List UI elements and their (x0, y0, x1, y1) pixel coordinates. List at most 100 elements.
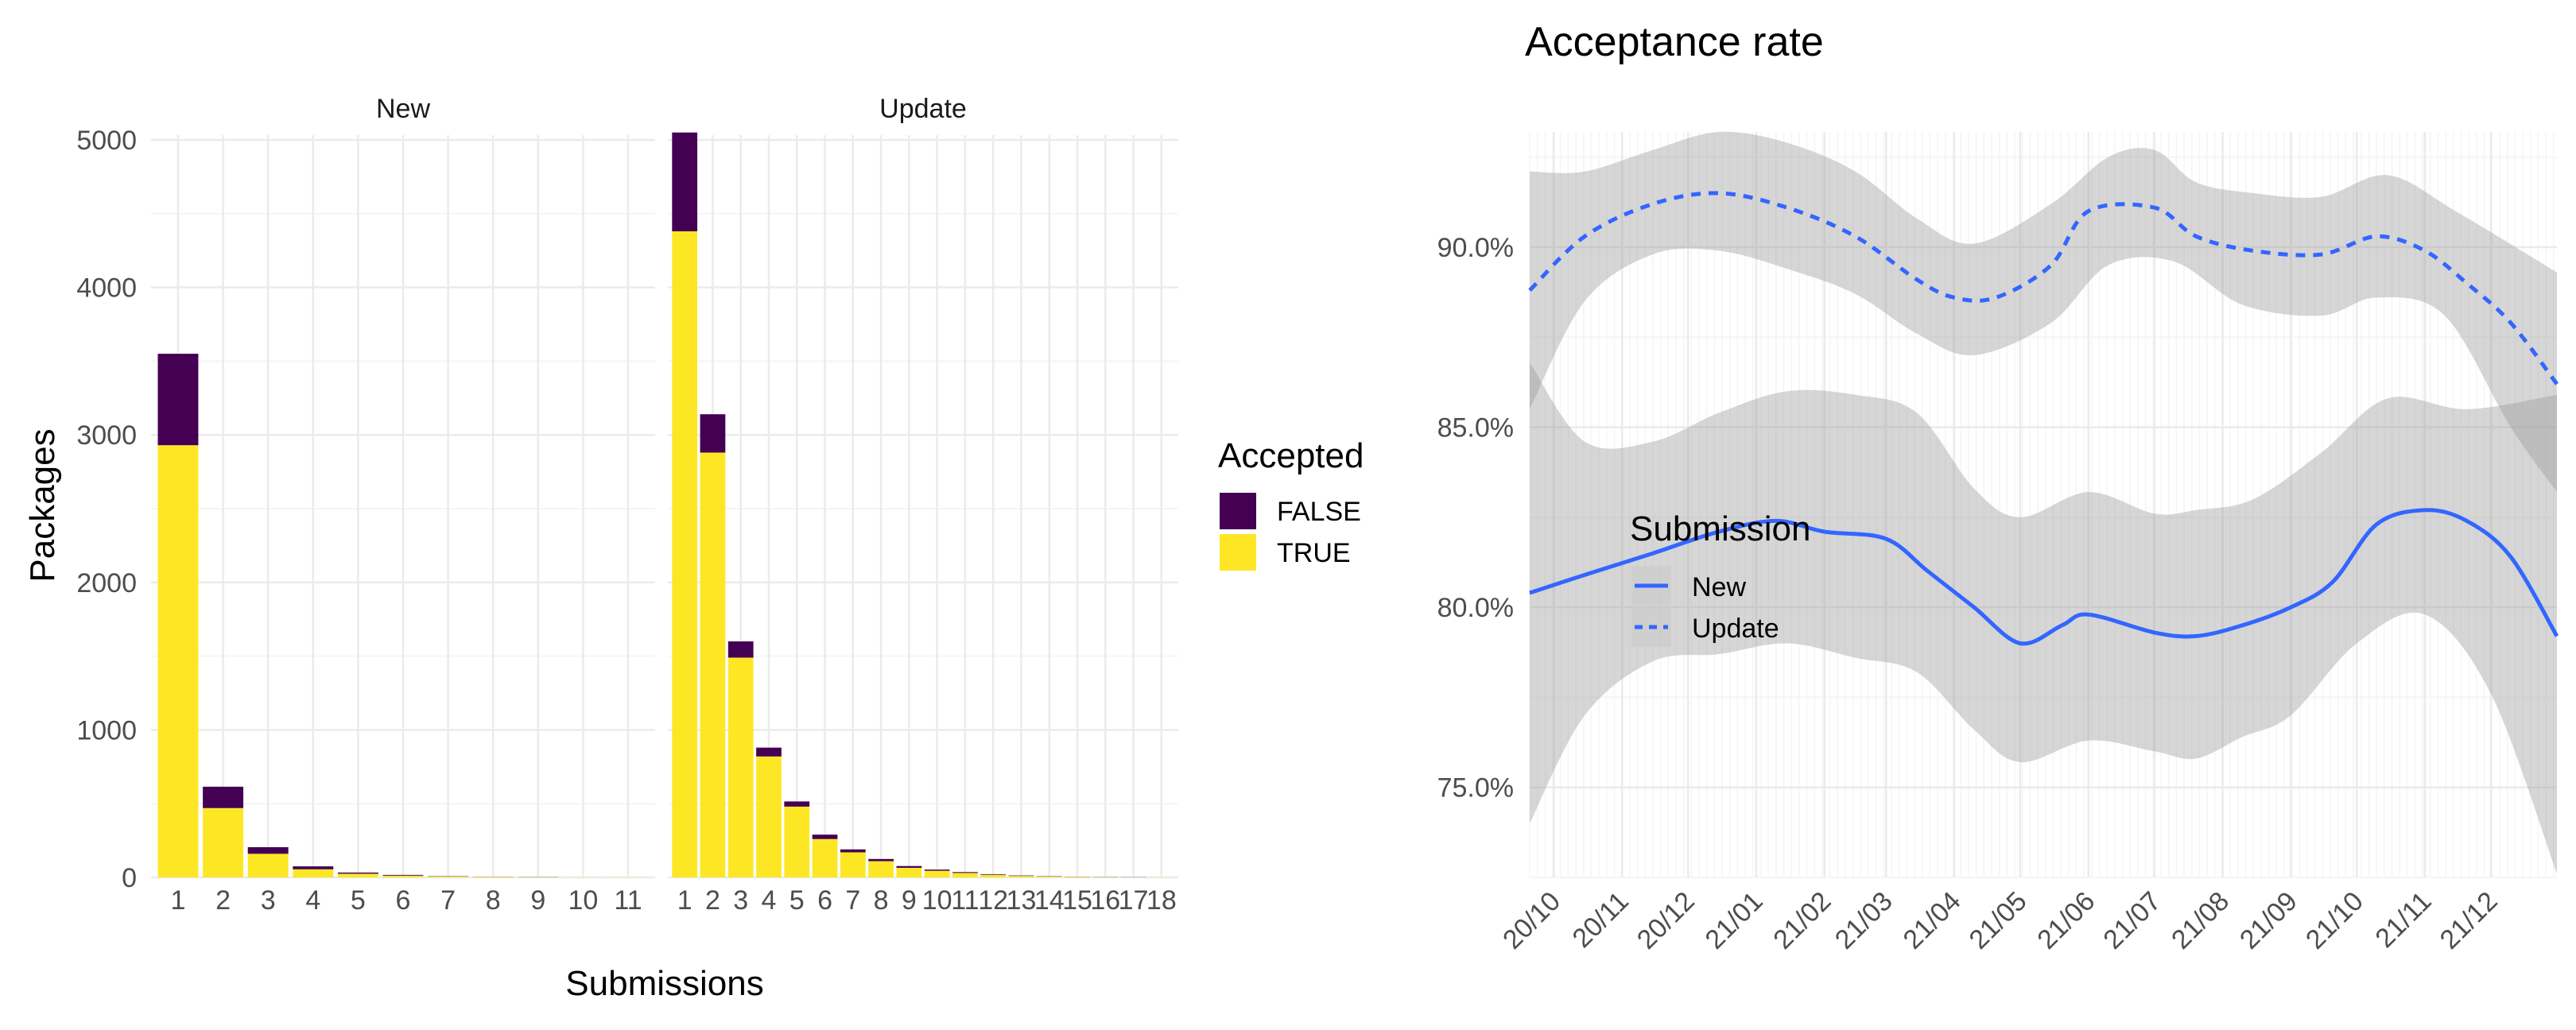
bar-true (727, 657, 754, 877)
bar-true (203, 807, 244, 877)
bar-false (203, 786, 244, 808)
confidence-ribbon-update (1530, 131, 2557, 493)
x-tick-label: 3 (733, 885, 748, 916)
x-tick-label: 21/05 (1964, 886, 2033, 955)
x-tick-label: 21/03 (1829, 886, 1899, 955)
legend: Accepted FALSE TRUE (1218, 436, 1364, 571)
x-tick-label: 4 (762, 885, 777, 916)
x-tick-label: 2 (705, 885, 720, 916)
x-tick-label: 10 (922, 885, 952, 916)
x-tick-label: 17 (1119, 885, 1149, 916)
bar-true (812, 838, 838, 877)
bar-false (700, 414, 726, 453)
x-tick-label: 9 (530, 885, 545, 916)
x-tick-label: 5 (789, 885, 805, 916)
bar-true (924, 870, 950, 877)
x-tick-label: 12 (978, 885, 1008, 916)
bar-true (840, 852, 866, 877)
bar-false (868, 858, 894, 862)
bar-true (382, 875, 424, 877)
x-tick-label: 18 (1146, 885, 1177, 916)
x-tick-label: 20/10 (1497, 886, 1566, 955)
x-tick-label: 21/11 (2369, 886, 2437, 954)
legend-label: New (1692, 572, 1746, 602)
y-tick-label: 85.0% (1437, 413, 1514, 443)
legend-label: Update (1692, 614, 1779, 644)
y-tick-label: 0 (122, 863, 137, 893)
bar-false (924, 869, 950, 871)
x-tick-label: 21/10 (2300, 886, 2369, 955)
bar-true (868, 861, 894, 877)
facet-panel-new: 1 2 3 4 5 6 7 8 9 10 11 New (151, 94, 655, 916)
y-axis-title: Packages (23, 428, 62, 582)
bar-false (672, 132, 698, 232)
x-tick-label: 8 (874, 885, 889, 916)
x-tick-label: 3 (261, 885, 276, 916)
x-tick-label: 2 (215, 885, 231, 916)
chart-title: Acceptance rate (1525, 19, 1824, 65)
bar-true (980, 874, 1007, 877)
bar-true (293, 869, 334, 877)
bar-true (1008, 876, 1034, 877)
series-line-new (1529, 508, 2559, 646)
bar-false (952, 872, 978, 873)
bar-true (247, 854, 289, 877)
x-tick-label: 8 (486, 885, 501, 916)
y-tick-label: 90.0% (1437, 233, 1514, 263)
x-tick-label: 9 (902, 885, 917, 916)
y-tick-label: 1000 (76, 715, 137, 745)
x-tick-label: 21/08 (2166, 886, 2235, 955)
legend-key (1220, 493, 1256, 529)
x-tick-label: 21/12 (2434, 886, 2504, 955)
line-chart-panel (1528, 131, 2559, 878)
y-tick-label: 80.0% (1437, 593, 1514, 623)
bar-true (157, 445, 199, 877)
bar-false (812, 834, 838, 839)
facet-title: New (376, 94, 430, 124)
bar-true (700, 452, 726, 877)
bar-false (756, 747, 782, 757)
x-tick-label: 20/11 (1567, 886, 1635, 954)
x-tick-label: 14 (1034, 885, 1065, 916)
x-tick-label: 11 (614, 885, 642, 916)
x-tick-label: 20/12 (1631, 886, 1701, 955)
bar-true (756, 756, 782, 877)
x-tick-label: 16 (1090, 885, 1120, 916)
x-tick-label: 21/02 (1767, 886, 1837, 955)
legend: Submission New Update (1630, 509, 1810, 647)
x-tick-label: 21/09 (2234, 886, 2303, 955)
bar-false (980, 873, 1007, 875)
y-tick-label: 2000 (76, 568, 137, 598)
y-tick-label: 4000 (76, 273, 137, 304)
bar-true (672, 231, 698, 877)
x-tick-label: 1 (677, 885, 692, 916)
bar-false (1008, 875, 1034, 877)
bar-true (952, 873, 978, 877)
x-tick-label: 6 (817, 885, 832, 916)
series-line-update (1528, 191, 2559, 385)
bar-false (247, 846, 289, 854)
bar-false (896, 865, 922, 868)
y-tick-label: 75.0% (1437, 773, 1514, 803)
x-tick-label: 4 (305, 885, 320, 916)
x-tick-label: 1 (171, 885, 186, 916)
legend-label: FALSE (1277, 497, 1361, 527)
legend-label: TRUE (1277, 538, 1351, 568)
facet-title: Update (879, 94, 967, 124)
x-tick-label: 21/01 (1700, 886, 1769, 955)
x-tick-label: 21/04 (1898, 886, 1967, 955)
bar-false (727, 641, 754, 658)
legend-title: Submission (1630, 509, 1810, 548)
bar-false (382, 874, 424, 876)
x-tick-label: 21/07 (2097, 886, 2167, 955)
bar-false (293, 866, 334, 869)
x-tick-label: 11 (951, 885, 979, 916)
bar-true (337, 873, 378, 877)
bar-false (157, 354, 199, 446)
bar-true (896, 867, 922, 877)
y-tick-label: 3000 (76, 420, 137, 451)
x-tick-label: 6 (396, 885, 411, 916)
x-tick-label: 21/06 (2031, 886, 2101, 955)
